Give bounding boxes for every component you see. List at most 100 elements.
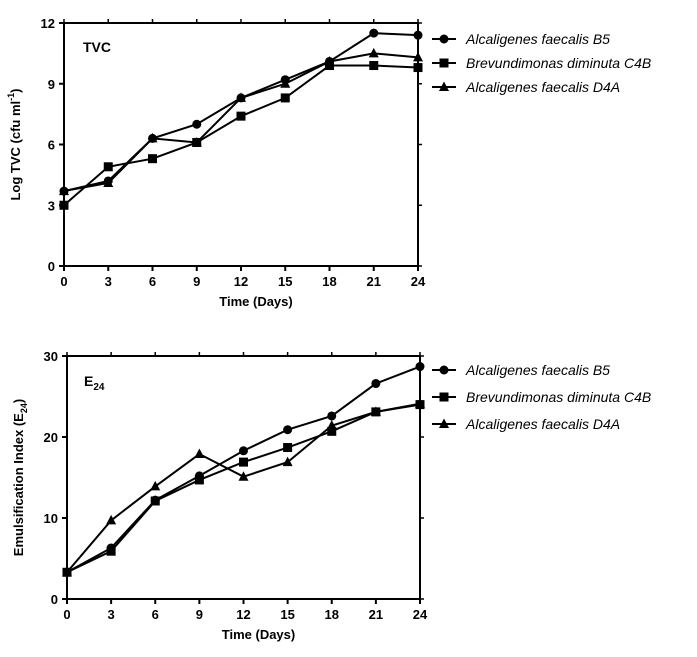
x-tick-label: 0 bbox=[60, 274, 67, 289]
data-point bbox=[150, 496, 160, 506]
data-point bbox=[283, 443, 293, 453]
data-point bbox=[327, 426, 337, 436]
x-tick-label: 15 bbox=[278, 274, 292, 289]
x-tick-label: 3 bbox=[105, 274, 112, 289]
x-tick-label: 6 bbox=[152, 607, 159, 622]
legend-entry-3: Alcaligenes faecalis D4A bbox=[432, 79, 620, 95]
data-point bbox=[369, 61, 379, 71]
x-tick-label: 24 bbox=[411, 274, 426, 289]
data-point bbox=[106, 546, 116, 556]
data-point bbox=[413, 63, 423, 73]
series-2 bbox=[62, 400, 425, 577]
x-tick-label: 9 bbox=[193, 274, 200, 289]
x-axis-label: Time (Days) bbox=[219, 294, 292, 309]
data-point bbox=[238, 471, 249, 481]
series-line bbox=[66, 402, 421, 573]
data-point bbox=[326, 420, 337, 430]
y-tick-label: 12 bbox=[41, 16, 55, 31]
y-tick-label: 3 bbox=[48, 198, 55, 213]
legend-label: Alcaligenes faecalis B5 bbox=[465, 362, 610, 378]
x-tick-label: 21 bbox=[367, 274, 381, 289]
legend-label: Brevundimonas diminuta C4B bbox=[466, 389, 651, 405]
legend-marker bbox=[439, 392, 449, 402]
x-tick-label: 12 bbox=[234, 274, 248, 289]
y-tick-label: 30 bbox=[44, 349, 58, 364]
legend-marker bbox=[439, 365, 449, 375]
x-tick-label: 21 bbox=[369, 607, 383, 622]
data-point bbox=[103, 162, 113, 172]
legend-entry-1: Alcaligenes faecalis B5 bbox=[432, 31, 610, 47]
data-point bbox=[415, 398, 425, 408]
plot-frame bbox=[63, 22, 419, 267]
series-line bbox=[63, 64, 419, 207]
data-point bbox=[370, 406, 381, 416]
legend-marker bbox=[439, 58, 449, 68]
y-tick-label: 10 bbox=[44, 511, 58, 526]
data-point bbox=[62, 566, 72, 577]
legend-label: Alcaligenes faecalis B5 bbox=[465, 31, 610, 47]
chart-panel-1: 0 3 6 9 12 15 18 21 24 0 3 6 9 12 Time (Days) Log TVC (… bbox=[6, 16, 651, 309]
y-tick-label: 0 bbox=[51, 592, 58, 607]
data-point bbox=[413, 30, 423, 40]
data-point bbox=[369, 28, 379, 38]
legend-entry-2: Brevundimonas diminuta C4B bbox=[432, 55, 651, 71]
x-tick-label: 9 bbox=[196, 607, 203, 622]
series-3 bbox=[59, 47, 423, 196]
data-point bbox=[191, 136, 202, 147]
data-point bbox=[192, 119, 202, 129]
legend-entry-2: Brevundimonas diminuta C4B bbox=[432, 389, 651, 405]
data-point bbox=[283, 425, 293, 435]
data-point bbox=[239, 446, 248, 456]
y-axis-label: Emulsification Index (E24) bbox=[11, 399, 29, 556]
x-tick-label: 18 bbox=[325, 607, 339, 622]
data-point bbox=[106, 514, 117, 525]
series-3 bbox=[62, 398, 425, 577]
series-line bbox=[63, 52, 419, 193]
x-axis-label: Time (Days) bbox=[222, 627, 295, 642]
series-line bbox=[66, 403, 421, 574]
panel-label: TVC bbox=[83, 39, 111, 55]
y-tick-label: 9 bbox=[48, 77, 55, 92]
data-point bbox=[325, 61, 334, 71]
data-point bbox=[236, 111, 246, 121]
data-point bbox=[324, 55, 335, 66]
legend-label: Alcaligenes faecalis D4A bbox=[465, 79, 620, 95]
data-point bbox=[59, 200, 69, 210]
x-tick-label: 15 bbox=[280, 607, 294, 622]
y-tick-label: 0 bbox=[48, 259, 55, 274]
legend-marker bbox=[439, 34, 449, 44]
data-point bbox=[282, 456, 293, 467]
x-tick-label: 0 bbox=[63, 607, 70, 622]
x-tick-label: 18 bbox=[322, 274, 336, 289]
data-point bbox=[147, 132, 158, 143]
chart-panel-2: 0 3 6 9 12 15 18 21 24 0 10 20 30 Time (Days) Emulsifi… bbox=[11, 349, 651, 642]
legend-marker bbox=[439, 418, 449, 428]
data-point bbox=[327, 411, 337, 421]
data-point bbox=[239, 457, 248, 467]
data-point bbox=[280, 93, 290, 103]
data-point bbox=[148, 154, 157, 164]
legend-entry-3: Alcaligenes faecalis D4A bbox=[432, 416, 620, 432]
series-2 bbox=[59, 61, 423, 210]
data-point bbox=[150, 480, 161, 491]
data-point bbox=[59, 185, 69, 196]
legend-entry-1: Alcaligenes faecalis B5 bbox=[432, 362, 610, 378]
data-point bbox=[280, 78, 291, 88]
data-point bbox=[194, 475, 204, 485]
data-point bbox=[103, 177, 114, 187]
legend-marker bbox=[439, 81, 449, 91]
data-point bbox=[415, 362, 425, 372]
legend-label: Alcaligenes faecalis D4A bbox=[465, 416, 620, 432]
y-tick-label: 6 bbox=[48, 138, 55, 153]
data-point bbox=[371, 379, 381, 389]
data-point bbox=[368, 47, 379, 58]
panel-label: E24 bbox=[84, 373, 105, 393]
x-tick-label: 3 bbox=[108, 607, 115, 622]
data-point bbox=[413, 51, 423, 62]
data-point bbox=[236, 92, 246, 102]
legend-label: Brevundimonas diminuta C4B bbox=[466, 55, 651, 71]
y-tick-label: 20 bbox=[44, 430, 58, 445]
x-tick-label: 6 bbox=[149, 274, 156, 289]
